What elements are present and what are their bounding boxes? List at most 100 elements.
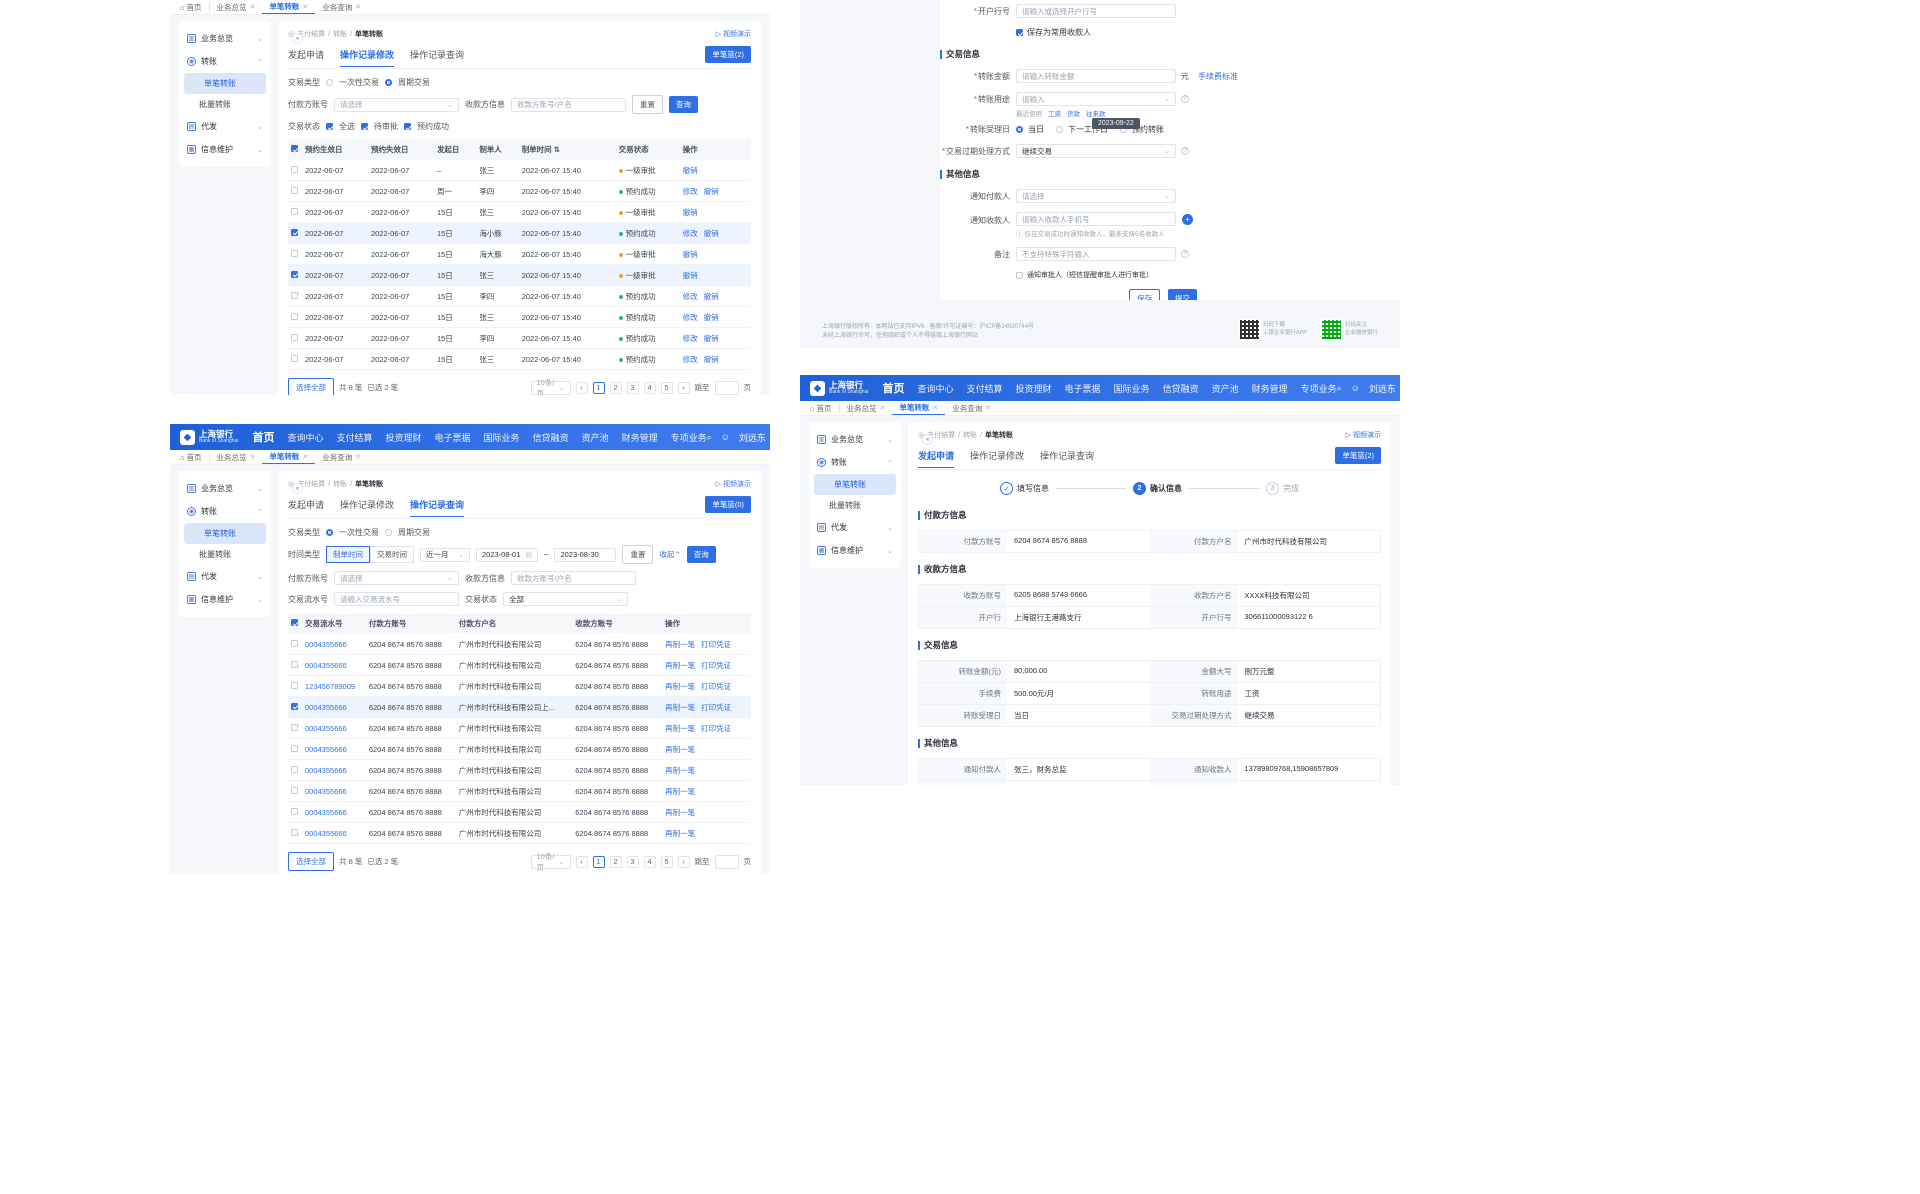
seg-maker-time[interactable]: 制单时间 — [326, 546, 370, 563]
basket-button[interactable]: 单笔篮(2) — [1335, 447, 1381, 464]
page-5[interactable]: 5 — [660, 855, 673, 868]
submit-button[interactable]: 提交 — [1168, 289, 1197, 300]
help-icon[interactable]: ? — [1181, 95, 1189, 103]
tab-business-query[interactable]: 业务查询 ✕ — [322, 452, 362, 462]
cell-serial[interactable]: 0004355666 — [302, 654, 366, 676]
nav-finance-mgmt[interactable]: 财务管理 — [621, 432, 658, 443]
action-print-voucher[interactable]: 打印凭证 — [701, 660, 732, 670]
row-checkbox[interactable] — [291, 660, 298, 668]
page-2[interactable]: 2 — [609, 855, 622, 868]
row-checkbox[interactable] — [291, 765, 298, 773]
row-checkbox[interactable] — [291, 639, 298, 647]
table-row[interactable]: 2022-06-07 2022-06-07 15日 海大豚 2022-06-07 15:… — [288, 243, 751, 265]
cell-serial[interactable]: 123456789009 — [302, 675, 366, 697]
table-row[interactable]: 0004355666 6204 8674 8576 8888 广州市时代科技有限公司… — [288, 780, 751, 802]
cell-actions[interactable]: 修改 撤销 — [679, 180, 751, 202]
radio-same-day[interactable] — [1016, 126, 1023, 133]
cell-serial[interactable]: 0004355666 — [302, 759, 366, 781]
save-button[interactable]: 保存 — [1129, 289, 1160, 300]
next-page-button[interactable]: › — [677, 381, 690, 394]
tab-apply[interactable]: 发起申请 — [288, 500, 325, 510]
nav-investment[interactable]: 投资理财 — [1015, 383, 1052, 394]
action-cancel[interactable]: 撤销 — [703, 228, 719, 238]
home-tab[interactable]: ⌂ 首页 — [810, 402, 840, 414]
cell-serial[interactable]: 0004355666 — [302, 801, 366, 823]
sidebar-item-overview[interactable]: ▥ 业务总览 ⌄ — [817, 435, 893, 444]
table-row[interactable]: 2022-06-07 2022-06-07 15日 李四 2022-06-07 15:4… — [288, 285, 751, 307]
row-checkbox[interactable] — [291, 186, 298, 194]
cell-actions[interactable]: 再制一笔 — [662, 738, 751, 760]
tab-business-query[interactable]: 业务查询 ✕ — [322, 2, 362, 12]
table-row[interactable]: 0004355666 6204 8674 8576 8888 广州市时代科技有限公司… — [288, 696, 751, 718]
sortable-col-time[interactable]: 制单时间 ⇅ — [518, 139, 616, 160]
query-button[interactable]: 查询 — [686, 546, 716, 563]
close-icon[interactable]: ✕ — [249, 454, 256, 461]
action-print-voucher[interactable]: 打印凭证 — [701, 723, 732, 733]
close-icon[interactable]: ✕ — [932, 404, 939, 412]
action-edit[interactable]: 修改 — [682, 312, 698, 322]
close-icon[interactable]: ✕ — [249, 4, 256, 11]
checkbox-save-frequent-payee[interactable] — [1016, 29, 1023, 36]
nav-payment[interactable]: 支付结算 — [966, 383, 1003, 394]
recent-tag-misc[interactable]: 往来款 — [1086, 111, 1106, 118]
search-icon[interactable]: ⌕ — [1336, 382, 1342, 393]
table-row[interactable]: 2022-06-07 2022-06-07 15日 张三 2022-06-07 15:4… — [288, 348, 751, 370]
nav-query-center[interactable]: 查询中心 — [917, 383, 954, 394]
tab-business-overview[interactable]: 业务总览 ✕ — [846, 403, 886, 413]
radio-next-workday[interactable] — [1056, 126, 1063, 133]
nav-e-bill[interactable]: 电子票据 — [434, 432, 471, 443]
table-row[interactable]: 0004355666 6204 8674 8576 8888 广州市时代科技有限公司… — [288, 654, 751, 676]
tab-record-query[interactable]: 操作记录查询 — [410, 500, 465, 517]
sidebar-item-info-maintain[interactable]: ▦ 信息维护 ⌄ — [817, 546, 893, 555]
row-checkbox[interactable] — [291, 702, 298, 710]
table-row[interactable]: 2022-06-07 2022-06-07 15日 张三 2022-06-07 15:4… — [288, 201, 751, 223]
page-2[interactable]: 2 — [609, 381, 622, 394]
table-row[interactable]: 0004355666 6204 8674 8576 8888 广州市时代科技有限公司… — [288, 801, 751, 823]
action-edit[interactable]: 修改 — [682, 291, 698, 301]
reset-button[interactable]: 重置 — [622, 545, 654, 564]
row-checkbox[interactable] — [291, 228, 298, 236]
action-edit[interactable]: 修改 — [682, 186, 698, 196]
add-payee-button[interactable]: + — [1182, 214, 1193, 225]
video-demo-link[interactable]: ▷ 视频演示 — [715, 481, 751, 488]
row-checkbox[interactable] — [291, 723, 298, 731]
tab-record-edit[interactable]: 操作记录修改 — [340, 50, 395, 67]
checkbox-reserved-success[interactable] — [404, 123, 411, 130]
table-row[interactable]: 2022-06-07 2022-06-07 15日 海小豚 2022-06-07 15:… — [288, 222, 751, 244]
row-checkbox[interactable] — [291, 681, 298, 689]
row-checkbox[interactable] — [291, 207, 298, 215]
cell-serial[interactable]: 0004355666 — [302, 696, 366, 718]
tab-record-edit[interactable]: 操作记录修改 — [970, 451, 1025, 461]
nav-finance-mgmt[interactable]: 财务管理 — [1251, 383, 1288, 394]
nav-investment[interactable]: 投资理财 — [385, 432, 422, 443]
video-demo-link[interactable]: ▷ 视频演示 — [1345, 432, 1381, 439]
tab-single-transfer[interactable]: 单笔转账 ✕ — [262, 0, 316, 14]
action-remake[interactable]: 再制一笔 — [665, 807, 696, 817]
nav-credit[interactable]: 信贷融资 — [532, 432, 569, 443]
range-preset-select[interactable]: 近一月 ⌄ — [420, 547, 470, 562]
cell-serial[interactable]: 0004355666 — [302, 717, 366, 739]
table-row[interactable]: 2022-06-07 2022-06-07 15日 李四 2022-06-07 15:4… — [288, 327, 751, 349]
tab-apply[interactable]: 发起申请 — [918, 451, 955, 468]
amount-input[interactable]: 请输入转账金额 — [1016, 69, 1176, 83]
sidebar-item-single-transfer[interactable]: 单笔转账 — [184, 523, 266, 544]
radio-periodic[interactable] — [385, 79, 392, 86]
row-checkbox[interactable] — [291, 744, 298, 752]
query-button[interactable]: 查询 — [669, 96, 698, 113]
select-all-button[interactable]: 选择全部 — [288, 378, 334, 395]
prev-page-button[interactable]: ‹ — [575, 381, 588, 394]
prev-page-button[interactable]: ‹ — [575, 855, 588, 868]
action-remake[interactable]: 再制一笔 — [665, 660, 696, 670]
cell-actions[interactable]: 再制一笔 打印凭证 — [662, 717, 751, 739]
basket-button[interactable]: 单笔篮(0) — [705, 496, 751, 513]
page-size-select[interactable]: 10条/页 ⌄ — [530, 852, 571, 872]
select-all-button[interactable]: 选择全部 — [288, 852, 334, 871]
header-checkbox[interactable] — [291, 619, 298, 626]
bank-code-input[interactable]: 请输入或选择开户行号 — [1016, 4, 1176, 18]
reset-button[interactable]: 重置 — [632, 95, 663, 114]
goto-page-input[interactable] — [714, 380, 739, 395]
sidebar-item-payroll[interactable]: ▤ 代发 ⌄ — [817, 523, 893, 532]
action-print-voucher[interactable]: 打印凭证 — [701, 702, 732, 712]
action-edit[interactable]: 修改 — [682, 354, 698, 364]
cell-serial[interactable]: 0004355666 — [302, 822, 366, 844]
